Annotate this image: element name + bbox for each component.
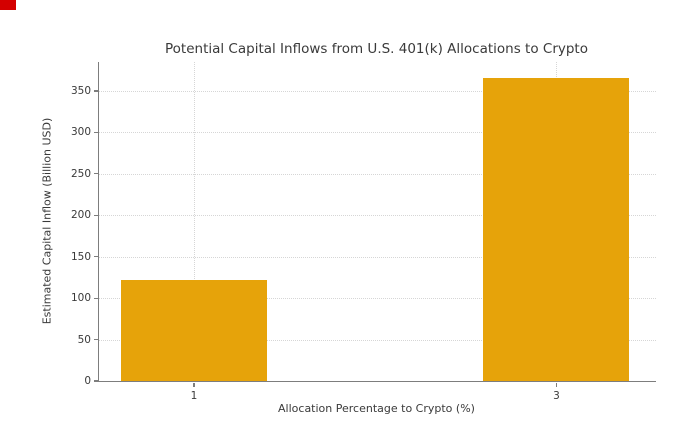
y-tick-label: 350 bbox=[70, 85, 91, 97]
y-tick-label: 50 bbox=[77, 333, 91, 346]
y-tick-mark bbox=[94, 214, 98, 216]
y-gridline bbox=[99, 339, 656, 341]
corner-red-marker bbox=[0, 0, 16, 10]
x-tick-mark bbox=[193, 383, 195, 387]
y-tick-mark bbox=[94, 90, 98, 92]
bar-3-percent bbox=[483, 77, 630, 381]
y-gridline bbox=[99, 215, 656, 217]
bar-1-percent bbox=[121, 279, 267, 381]
x-axis-label: Allocation Percentage to Crypto (%) bbox=[278, 402, 475, 415]
plot-area: 0 50 100 150 200 250 300 350 1 3 bbox=[71, 62, 656, 402]
y-tick-mark bbox=[94, 131, 98, 134]
y-gridline bbox=[99, 132, 656, 134]
y-tick-mark bbox=[94, 256, 98, 258]
y-tick-label: 0 bbox=[84, 375, 91, 387]
y-tick-label: 300 bbox=[70, 126, 91, 139]
y-gridline bbox=[99, 173, 656, 175]
y-tick-mark bbox=[94, 297, 98, 299]
x-tick-label: 1 bbox=[190, 390, 198, 402]
y-tick-label: 200 bbox=[70, 209, 91, 222]
y-gridline bbox=[99, 91, 656, 92]
y-tick-mark bbox=[94, 380, 98, 382]
y-tick-label: 150 bbox=[70, 250, 91, 263]
x-tick-label: 3 bbox=[553, 390, 560, 402]
x-gridline bbox=[194, 62, 196, 381]
y-gridline bbox=[99, 298, 656, 300]
y-gridline bbox=[99, 256, 656, 258]
y-tick-mark bbox=[94, 173, 98, 175]
chart-title: Potential Capital Inflows from U.S. 401(… bbox=[165, 41, 588, 57]
y-tick-label: 100 bbox=[70, 292, 91, 305]
y-tick-mark bbox=[94, 338, 98, 341]
y-tick-label: 250 bbox=[70, 167, 91, 180]
x-tick-mark bbox=[555, 383, 558, 387]
